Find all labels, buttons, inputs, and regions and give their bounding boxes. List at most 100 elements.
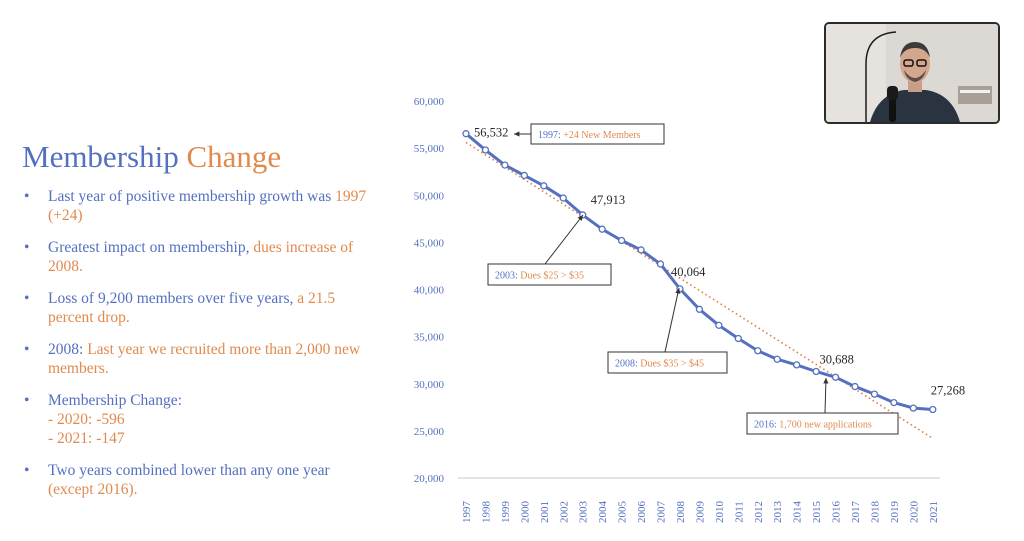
callout-box <box>530 123 665 145</box>
x-tick-label: 2017 <box>850 501 862 524</box>
slide-title: Membership Change <box>22 138 281 176</box>
callout-text: 1997: +24 New Members <box>538 130 641 141</box>
data-point <box>890 398 898 407</box>
data-point <box>462 130 470 138</box>
data-markers <box>462 130 937 414</box>
bullet-list: • Last year of positive membership growth… <box>22 187 372 512</box>
bullet-dot: • <box>24 239 30 256</box>
data-point <box>929 405 937 414</box>
data-point <box>754 347 762 355</box>
x-tick-label: 2003 <box>578 501 590 524</box>
y-tick-label: 20,000 <box>414 473 445 485</box>
data-label: 47,913 <box>591 193 625 207</box>
arrow-head-icon <box>514 131 520 137</box>
x-tick-label: 1999 <box>500 501 512 523</box>
x-tick-label: 2002 <box>558 501 570 523</box>
bullet-text-segment: dues increase of 2008. <box>48 239 354 275</box>
x-axis: 1997 1998 1999 2000 2001 2002 2003 2004 2005 2006… <box>461 501 940 524</box>
webcam-video <box>824 22 1000 124</box>
bullet-text-segment: Last year we recruited more than 2,000 n… <box>48 341 361 377</box>
data-point <box>617 236 626 245</box>
callout-text: 2008: Dues $35 > $45 <box>615 359 704 370</box>
arrow-head-icon <box>577 215 583 221</box>
callout-prefix: 2016: <box>754 420 779 431</box>
data-point <box>540 182 548 190</box>
annotation-callout: 2016: 1,700 new applications <box>746 377 899 435</box>
x-tick-label: 2016 <box>831 501 843 524</box>
callout-arrow <box>664 287 680 353</box>
x-tick-label: 2010 <box>714 501 726 524</box>
trend-line <box>465 141 934 440</box>
callout-highlight: 1,700 new applications <box>779 420 872 431</box>
bullet-text-segment: a 21.5 percent drop. <box>48 290 336 326</box>
bullet-dot: • <box>24 341 30 358</box>
data-point <box>481 146 490 154</box>
bullet-text-segment: Membership Change: <box>48 392 182 409</box>
annotation-callout: 2003: Dues $25 > $35 <box>487 214 612 286</box>
callout-prefix: 2008: <box>615 359 640 370</box>
bullet-text-segment: Loss of 9,200 members over five years, <box>48 290 298 307</box>
x-tick-label: 2001 <box>539 501 551 523</box>
bullet-text-segment: Two years combined lower than any one ye… <box>48 462 330 479</box>
data-point <box>831 373 840 381</box>
data-label: 30,688 <box>820 352 854 366</box>
data-point <box>559 194 567 202</box>
x-tick-label: 2006 <box>636 501 648 524</box>
data-point <box>695 305 704 313</box>
bullet-text-segment: - 2020: -596 - 2021: -147 <box>48 411 125 447</box>
data-point <box>501 161 509 169</box>
y-axis: 20,000 25,000 30,000 35,000 40,000 45,000 50,0… <box>414 96 445 485</box>
callout-box <box>746 412 899 435</box>
data-label: 27,268 <box>931 383 965 397</box>
x-tick-label: 2012 <box>753 501 765 523</box>
callout-prefix: 1997: <box>538 130 563 141</box>
x-tick-label: 2000 <box>519 501 531 524</box>
title-word-membership: Membership <box>22 139 179 174</box>
x-tick-label: 2009 <box>694 501 706 524</box>
data-point <box>734 334 742 343</box>
data-label: 56,532 <box>474 126 508 140</box>
x-tick-label: 2021 <box>928 501 940 523</box>
data-point <box>870 390 879 398</box>
x-tick-label: 2011 <box>733 501 745 523</box>
x-tick-label: 2019 <box>889 501 901 524</box>
bullet-text-segment: Greatest impact on membership, <box>48 239 254 256</box>
y-tick-label: 50,000 <box>414 190 445 202</box>
bullet-text-segment: 1997 (+24) <box>48 188 367 224</box>
callout-highlight: Dues $35 > $45 <box>640 359 704 370</box>
data-point <box>598 225 606 233</box>
data-point <box>851 382 859 391</box>
x-tick-label: 2004 <box>597 501 609 524</box>
y-tick-label: 40,000 <box>414 285 445 297</box>
title-word-change: Change <box>186 139 282 174</box>
y-tick-label: 60,000 <box>414 96 445 108</box>
data-labels: 56,532 47,913 40,064 30,688 27,268 <box>474 126 965 398</box>
y-tick-label: 25,000 <box>414 426 445 438</box>
x-tick-label: 1997 <box>461 501 473 524</box>
bullet-text-segment: Last year of positive membership growth … <box>48 188 336 205</box>
x-tick-label: 2015 <box>811 501 823 524</box>
y-tick-label: 30,000 <box>414 379 445 391</box>
callout-text: 2016: 1,700 new applications <box>754 420 872 431</box>
bullet-item: • Loss of 9,200 members over five years, … <box>22 289 372 327</box>
data-point <box>520 171 528 180</box>
data-point <box>715 321 723 329</box>
data-point <box>793 361 801 369</box>
annotation-callout: 2008: Dues $35 > $45 <box>607 287 728 374</box>
bullet-text-segment: (except 2016). <box>48 481 138 498</box>
x-tick-label: 2018 <box>869 501 881 524</box>
x-tick-label: 2020 <box>908 501 920 524</box>
bullet-item: • Greatest impact on membership, dues inc… <box>22 238 372 276</box>
data-label: 40,064 <box>671 265 706 279</box>
callout-box <box>607 351 728 374</box>
x-tick-label: 2005 <box>617 501 629 524</box>
data-point <box>812 367 820 376</box>
y-tick-label: 45,000 <box>414 237 445 249</box>
data-point <box>637 246 645 254</box>
x-tick-label: 2014 <box>792 501 804 524</box>
callout-highlight: Dues $25 > $35 <box>520 271 584 282</box>
x-tick-label: 1998 <box>480 501 492 524</box>
bullet-item: • Last year of positive membership growth… <box>22 187 372 225</box>
bullet-dot: • <box>24 290 30 307</box>
